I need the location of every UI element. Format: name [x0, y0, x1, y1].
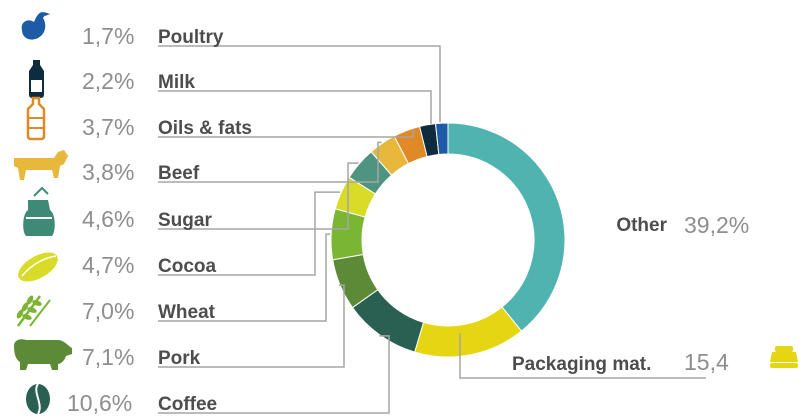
leader-packaging-mat: [459, 333, 706, 379]
coffee-bean-icon: [26, 383, 50, 415]
percent-milk: 2,2%: [82, 68, 134, 94]
label-milk: Milk: [158, 72, 195, 93]
percent-wheat: 7,0%: [82, 298, 134, 324]
percent-other: 39,2%: [684, 212, 749, 238]
slice-poultry: [434, 122, 449, 156]
leader-milk: [158, 90, 432, 124]
packaging-jar-icon: [770, 346, 798, 368]
wheat-icon: [16, 295, 51, 327]
cocoa-pod-icon: [18, 252, 58, 282]
label-packaging-mat: Packaging mat.: [512, 354, 651, 375]
percent-sugar: 4,6%: [82, 206, 134, 232]
oil-bottle-icon: [26, 96, 46, 141]
percent-pork: 7,1%: [82, 344, 134, 370]
label-oils-fats: Oils & fats: [158, 118, 252, 139]
leader-oils-fats: [158, 129, 414, 138]
label-other: Other: [616, 215, 667, 236]
cow-icon: [14, 150, 68, 180]
leader-poultry: [158, 45, 441, 123]
chicken-icon: [21, 12, 50, 40]
milk-bottle-icon: [29, 60, 44, 98]
label-wheat: Wheat: [158, 302, 216, 323]
label-beef: Beef: [158, 163, 200, 184]
sugar-sack-icon: [23, 186, 55, 236]
percent-coffee: 10,6%: [67, 390, 132, 416]
label-pork: Pork: [158, 348, 201, 369]
leader-wheat: [158, 233, 331, 322]
slice-other: [447, 122, 566, 332]
leader-coffee: [158, 335, 390, 414]
leader-pork: [158, 284, 345, 368]
label-poultry: Poultry: [158, 27, 224, 48]
leader-beef: [158, 141, 382, 183]
label-coffee: Coffee: [158, 394, 217, 415]
percent-cocoa: 4,7%: [82, 252, 134, 278]
percent-packaging-mat: 15,4: [684, 349, 729, 375]
percent-poultry: 1,7%: [82, 23, 134, 49]
label-sugar: Sugar: [158, 210, 212, 231]
pig-icon: [14, 339, 72, 370]
label-cocoa: Cocoa: [158, 256, 217, 277]
percent-beef: 3,8%: [82, 159, 134, 185]
leader-cocoa: [158, 191, 341, 276]
leader-sugar: [158, 162, 359, 230]
slice-packaging-mat: [414, 306, 523, 358]
percent-oils-fats: 3,7%: [82, 114, 134, 140]
